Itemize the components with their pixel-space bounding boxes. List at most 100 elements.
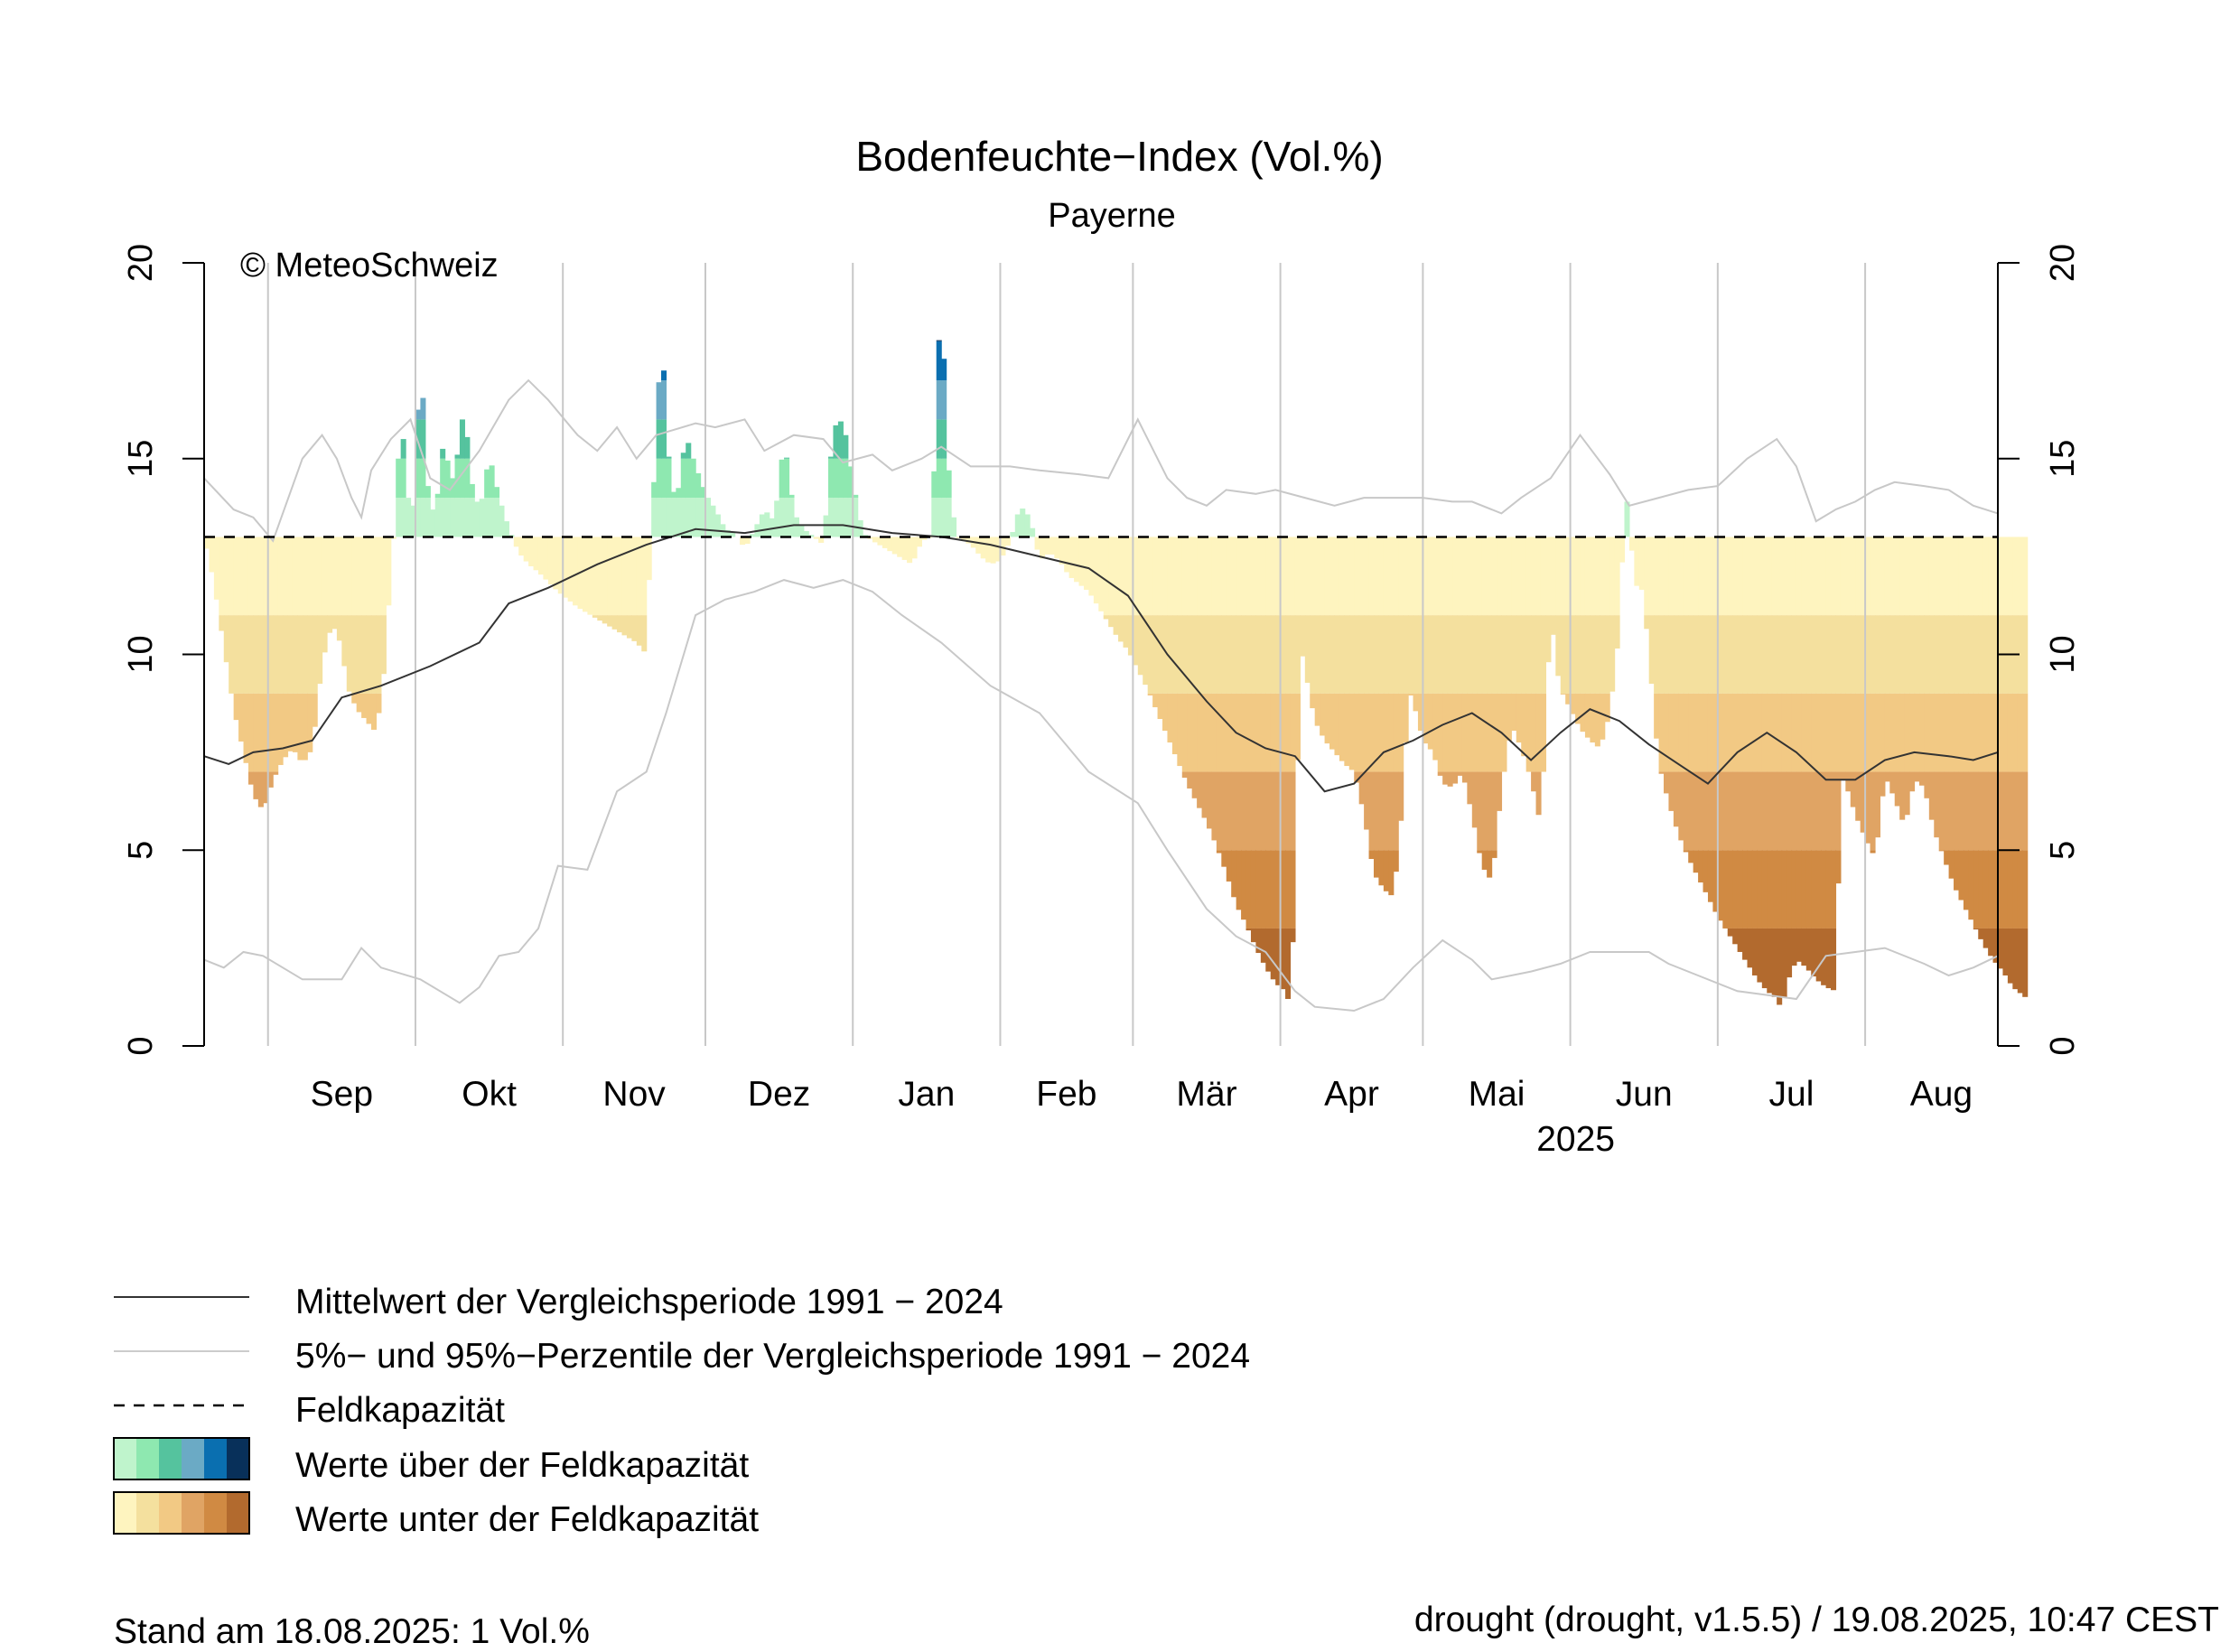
deficit-bar (1250, 928, 1256, 943)
deficit-bar (1761, 850, 1768, 929)
deficit-bar (1231, 693, 1237, 772)
deficit-bar (297, 615, 303, 694)
deficit-bar (1354, 537, 1360, 616)
deficit-bar (1865, 537, 1871, 616)
deficit-bar (1368, 537, 1375, 616)
deficit-bar (1796, 615, 1802, 694)
deficit-bar (1958, 537, 1964, 616)
deficit-bar (975, 537, 982, 554)
surplus-bar (415, 419, 422, 459)
deficit-bar (641, 537, 648, 616)
legend-label-mean: Mittelwert der Vergleichsperiode 1991 − … (295, 1283, 1003, 1321)
deficit-bar (1998, 771, 2004, 851)
deficit-bar (1796, 771, 1802, 851)
surplus-bar (454, 498, 461, 537)
deficit-bar (1737, 850, 1743, 929)
x-tick-label: Jul (1769, 1075, 1815, 1114)
deficit-bar (1909, 771, 1916, 792)
legend-swatch-above (204, 1438, 227, 1479)
deficit-bar (1840, 615, 1846, 694)
deficit-bar (1874, 615, 1881, 694)
deficit-bar (1171, 693, 1178, 755)
deficit-bar (2002, 693, 2009, 772)
deficit-bar (1751, 928, 1758, 975)
deficit-bar (1113, 537, 1119, 616)
deficit-bar (1236, 850, 1242, 910)
deficit-bar (1004, 537, 1011, 546)
surplus-bar (454, 458, 461, 499)
deficit-bar (1815, 771, 1822, 851)
deficit-bar (1982, 928, 1989, 948)
deficit-bar (1467, 693, 1473, 772)
deficit-bar (636, 537, 642, 616)
deficit-bar (1245, 928, 1252, 931)
deficit-bar (1821, 850, 1827, 929)
status-text: Stand am 18.08.2025: 1 Vol.% (114, 1612, 590, 1651)
deficit-bar (1201, 615, 1208, 694)
deficit-bar (2022, 537, 2029, 616)
deficit-bar (1471, 693, 1478, 772)
deficit-bar (740, 537, 746, 546)
deficit-bar (1275, 537, 1282, 616)
deficit-bar (1805, 615, 1812, 694)
deficit-bar (1320, 693, 1326, 736)
surplus-bar (1624, 501, 1630, 537)
deficit-bar (1497, 771, 1503, 811)
deficit-bar (1600, 537, 1606, 616)
deficit-bar (2022, 771, 2029, 851)
deficit-bar (356, 693, 362, 713)
deficit-bar (213, 537, 219, 600)
deficit-bar (1393, 615, 1399, 694)
deficit-bar (567, 537, 574, 602)
surplus-bar (459, 419, 465, 459)
deficit-bar (1811, 928, 1817, 977)
deficit-bar (1241, 693, 1247, 772)
deficit-bar (1260, 537, 1266, 616)
deficit-bar (1388, 615, 1395, 694)
deficit-bar (1280, 615, 1286, 694)
deficit-bar (1988, 615, 1994, 694)
deficit-bar (1442, 771, 1449, 785)
deficit-bar (247, 693, 255, 772)
deficit-bar (1265, 537, 1272, 616)
surplus-bar (931, 471, 938, 499)
deficit-bar (1693, 771, 1699, 851)
deficit-bar (1127, 537, 1133, 616)
deficit-bar (253, 537, 259, 616)
deficit-bar (1767, 771, 1773, 851)
surplus-bar (661, 458, 667, 499)
deficit-bar (1191, 771, 1198, 798)
x-tick-label: Feb (1036, 1075, 1096, 1114)
chart-subtitle: Payerne (1048, 197, 1176, 235)
deficit-bar (1452, 693, 1459, 772)
deficit-bar (1850, 537, 1856, 616)
surplus-bar (803, 530, 809, 537)
deficit-bar (1152, 693, 1159, 708)
deficit-bar (1417, 537, 1423, 616)
deficit-bar (1275, 850, 1282, 929)
deficit-bar (1250, 771, 1256, 851)
deficit-bar (1988, 850, 1994, 929)
deficit-bar (1811, 850, 1817, 929)
deficit-bar (1457, 615, 1463, 694)
deficit-bar (1973, 615, 1979, 694)
deficit-bar (1221, 850, 1227, 867)
deficit-bar (1584, 615, 1591, 694)
deficit-bar (1143, 537, 1149, 616)
surplus-bar (680, 453, 686, 459)
deficit-bar (607, 537, 613, 616)
surplus-bar (415, 458, 422, 499)
deficit-bar (1388, 693, 1395, 772)
deficit-bar (1751, 850, 1758, 929)
deficit-bar (1924, 693, 1930, 772)
deficit-bar (1427, 693, 1433, 750)
deficit-bar (1290, 537, 1296, 616)
deficit-bar (1796, 850, 1802, 929)
deficit-bar (1329, 693, 1336, 750)
deficit-bar (1181, 615, 1188, 694)
deficit-bar (351, 693, 358, 704)
deficit-bar (257, 537, 264, 616)
deficit-bar (1378, 850, 1385, 886)
deficit-bar (1521, 693, 1527, 757)
deficit-bar (1988, 537, 1994, 616)
